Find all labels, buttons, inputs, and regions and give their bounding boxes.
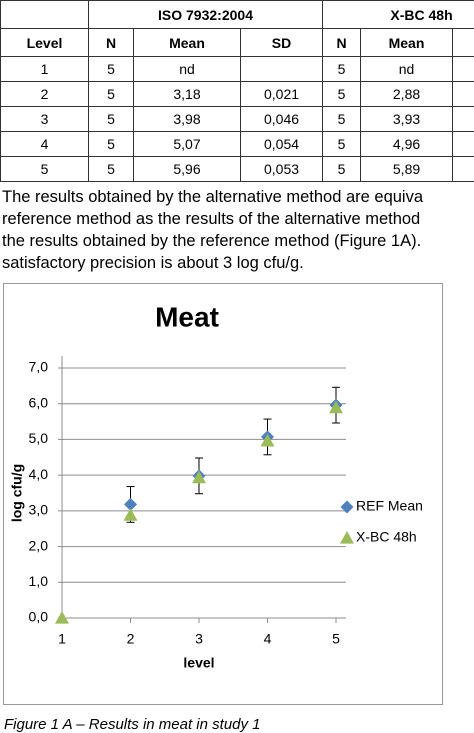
y-tick-label: 1,0 — [29, 573, 49, 589]
x-tick-label: 4 — [264, 631, 272, 647]
y-tick-label: 5,0 — [29, 430, 49, 446]
x-tick-label: 1 — [58, 631, 66, 647]
chart-title: Meat — [155, 301, 219, 332]
y-tick-label: 0,0 — [29, 609, 49, 625]
y-tick-label: 2,0 — [29, 537, 49, 553]
chart-frame — [4, 284, 443, 705]
legend-label: REF Mean — [356, 498, 423, 514]
x-tick-label: 5 — [332, 631, 340, 647]
x-tick-label: 3 — [195, 631, 203, 647]
y-tick-label: 6,0 — [29, 394, 49, 410]
x-tick-label: 2 — [127, 631, 135, 647]
x-axis-title: level — [183, 655, 214, 671]
y-axis-title: log cfu/g — [9, 464, 25, 522]
y-tick-label: 7,0 — [29, 359, 49, 375]
y-tick-label: 3,0 — [29, 502, 49, 518]
figure-caption: Figure 1 A – Results in meat in study 1 — [4, 716, 261, 733]
legend-label: X-BC 48h — [356, 529, 417, 545]
y-tick-label: 4,0 — [29, 466, 49, 482]
